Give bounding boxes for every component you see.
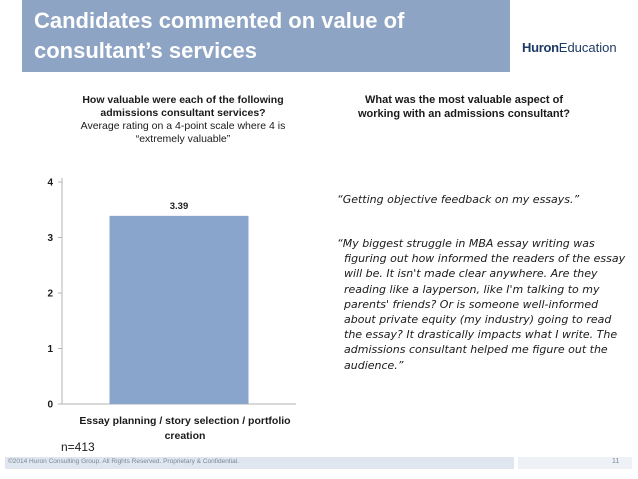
y-tick-label: 3 [47,233,53,244]
bar [109,215,249,404]
chart-heading: How valuable were each of the following … [70,94,296,146]
quotes-heading: What was the most valuable aspect of wor… [357,94,571,120]
footer-right-band [518,457,632,469]
footer-band [5,457,514,469]
y-tick-label: 0 [47,400,53,411]
bar-value-label: 3.39 [170,201,189,212]
logo-huron-text: Huron [522,40,559,55]
quote-2: “My biggest struggle in MBA essay writin… [337,237,626,372]
chart-subtitle: Average rating on a 4-point scale where … [80,120,286,145]
title-band [22,0,510,72]
quote-1: “Getting objective feedback on my essays… [337,193,580,206]
y-tick-label: 1 [47,344,53,355]
x-category-label: Essay planning / story selection / portf… [79,415,290,442]
huron-education-logo: HuronEducation [522,40,617,55]
logo-education-text: Education [558,40,617,55]
chart-question: How valuable were each of the following … [82,94,284,119]
sample-size: n=413 [61,440,95,454]
slide-title: Candidates commented on value of consult… [34,8,405,63]
page-number: 11 [612,458,620,465]
footer-copyright: ©2014 Huron Consulting Group. All Rights… [8,458,239,465]
y-tick-label: 4 [47,178,53,189]
y-tick-label: 2 [47,289,53,300]
